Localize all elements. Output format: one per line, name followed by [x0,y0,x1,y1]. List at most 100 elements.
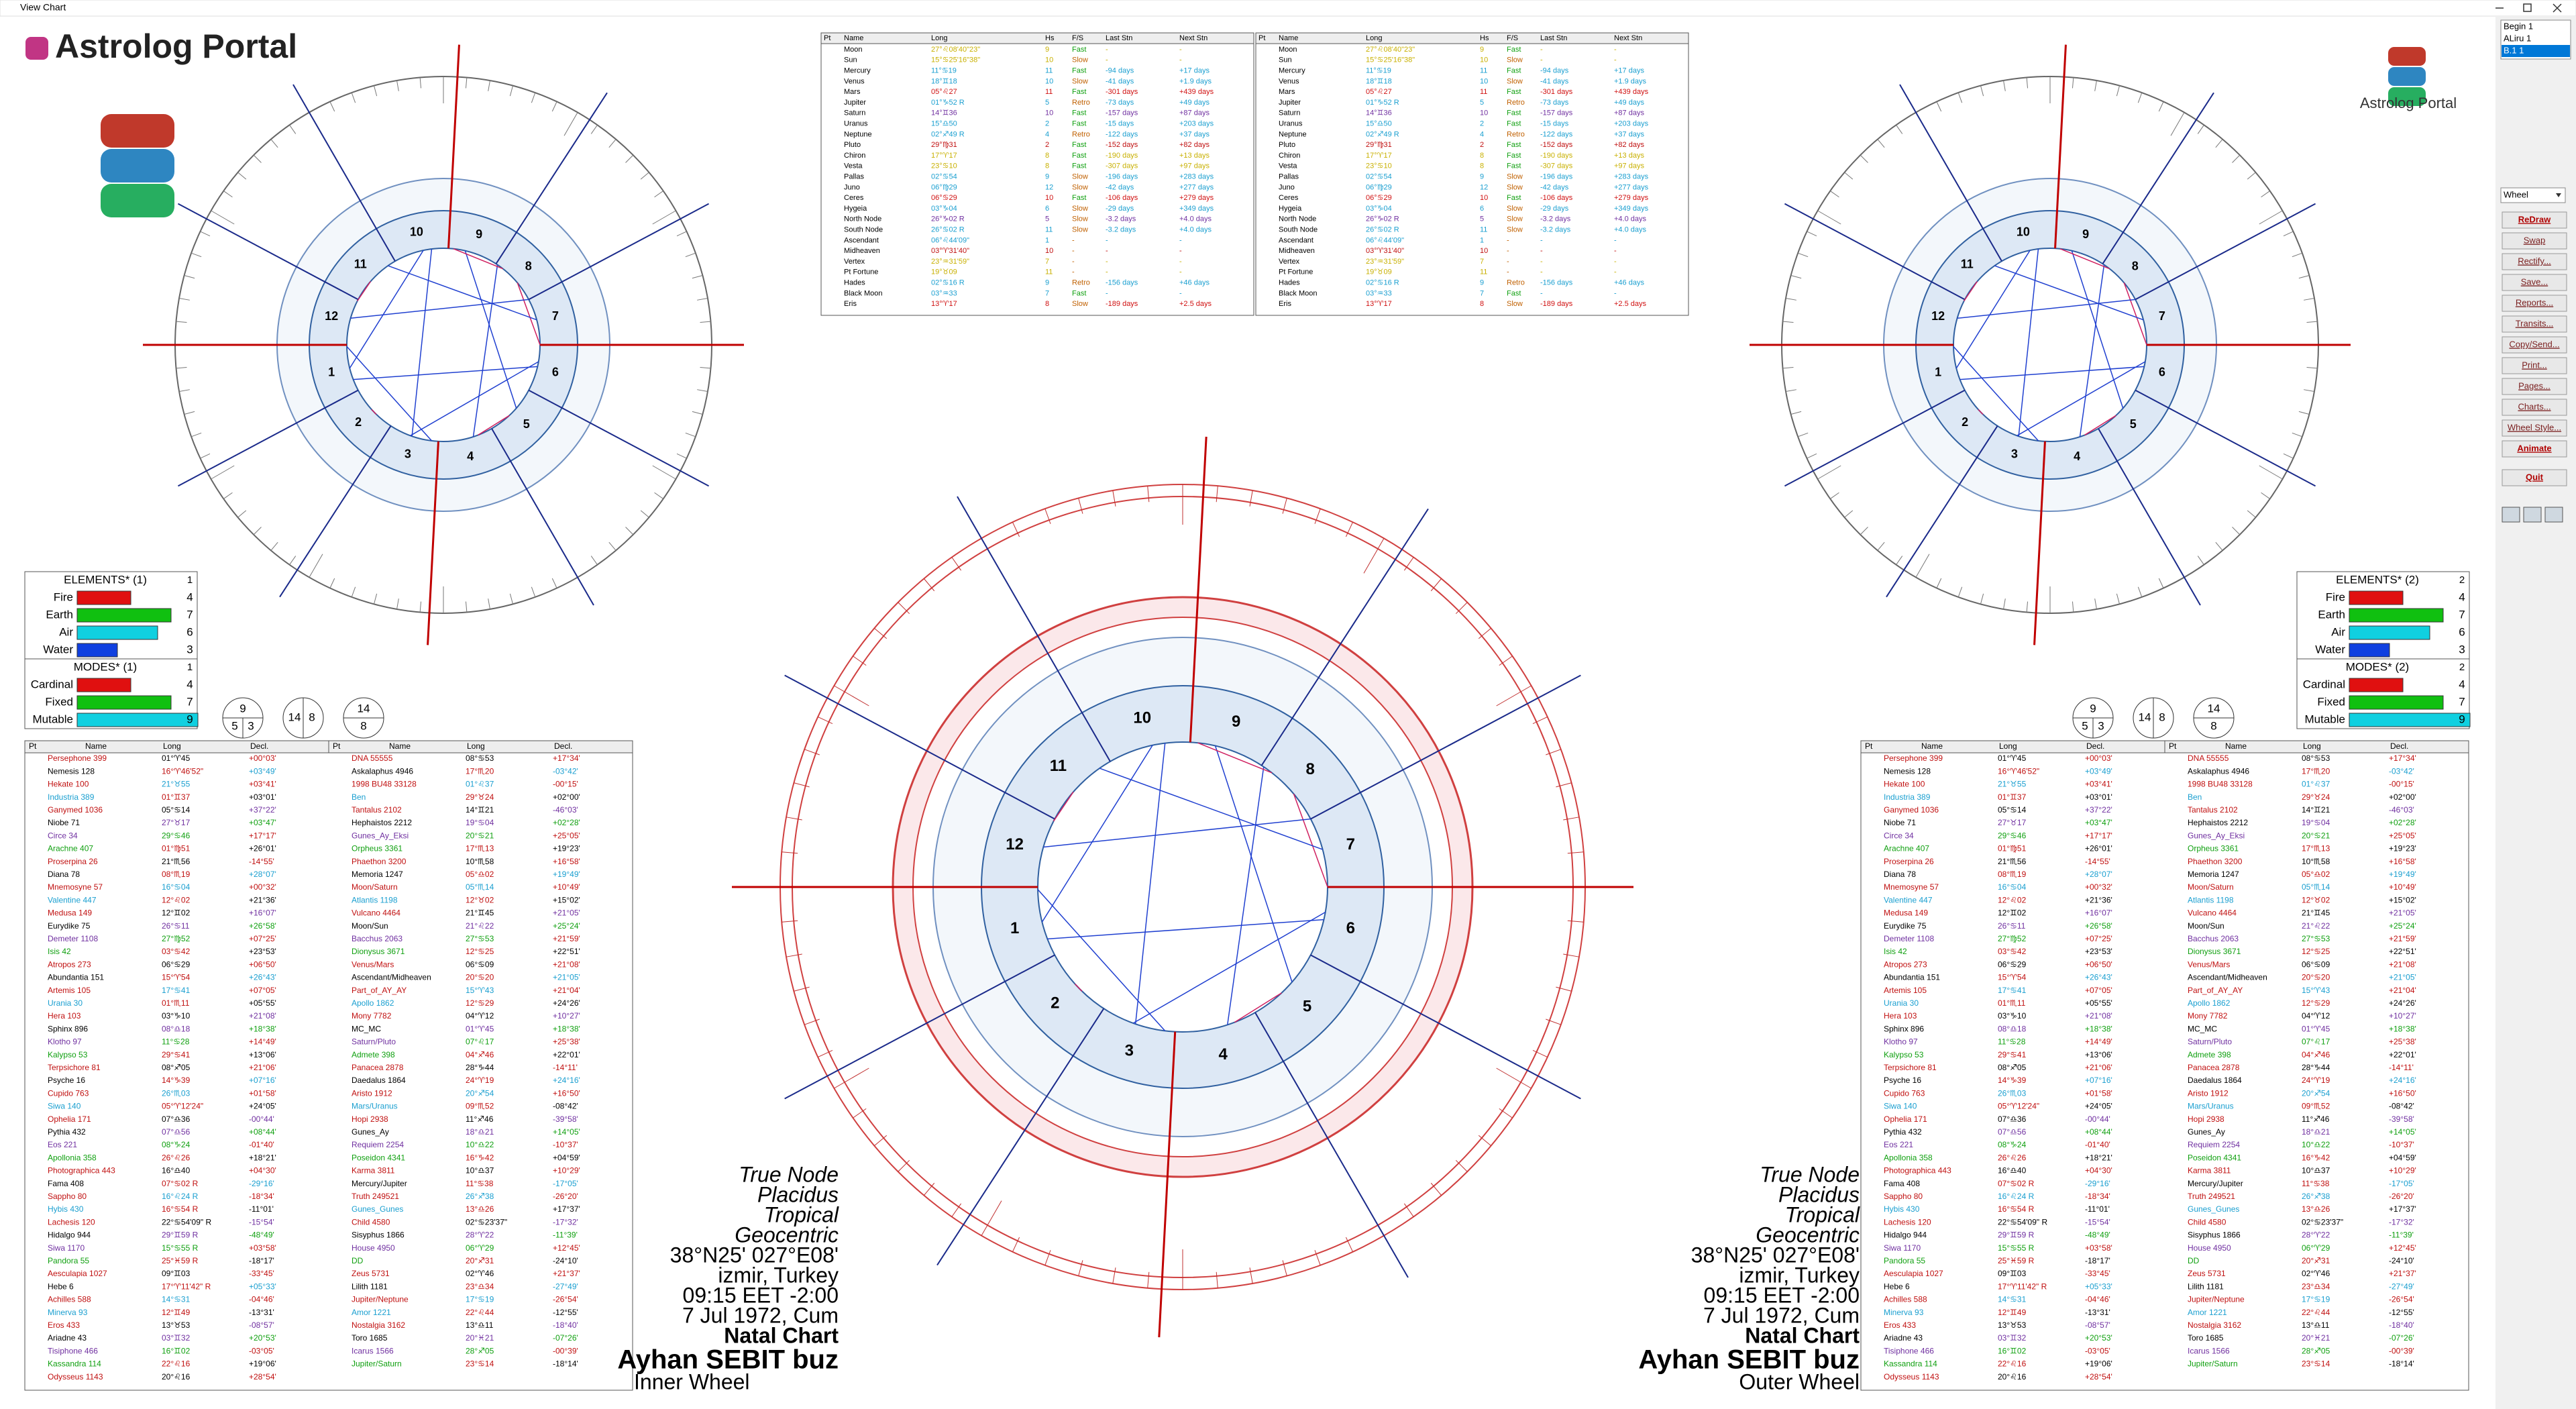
table-cell: Terpsichore 81 [1884,1063,1937,1072]
button-label[interactable]: Charts... [2518,401,2551,411]
aspect-line [410,361,539,436]
list-item[interactable]: Begin 1 [2504,21,2533,31]
table-cell: 08°♐05 [162,1063,191,1072]
dropdown-arrow[interactable] [2556,193,2561,197]
button[interactable] [2502,440,2567,458]
zodiac-tick [853,1108,867,1118]
toolbar-icon[interactable] [2502,507,2520,523]
table-cell: +02°28' [553,818,580,827]
button-label[interactable]: ReDraw [2518,214,2551,224]
circle-value: 8 [2210,719,2216,732]
table-cell: Isis 42 [48,947,71,956]
table-cell: 10 [1480,56,1488,64]
house-number: 12 [1006,835,1024,853]
table-cell: +14°05' [553,1127,580,1137]
table-cell: 29°♍31 [1366,141,1392,149]
wheel-dropdown[interactable] [2500,187,2566,203]
window-controls[interactable] [2496,3,2562,13]
house-number: 6 [1346,919,1355,937]
dropdown-label[interactable]: Wheel [2504,189,2528,199]
zodiac-tick [2304,298,2315,301]
button[interactable] [2502,419,2567,437]
table-cell: 07°♎36 [162,1114,191,1124]
table-cell: Mercury/Jupiter [2188,1179,2243,1188]
button-label[interactable]: Wheel Style... [2508,422,2561,432]
zodiac-tick [981,1200,1002,1236]
button-label[interactable]: Print... [2522,360,2547,370]
toolbar-icon[interactable] [2523,507,2542,523]
button[interactable] [2502,211,2567,229]
button-label[interactable]: Pages... [2518,380,2551,390]
button[interactable] [2502,399,2567,416]
zodiac-tick [1860,527,1868,535]
table-cell: 23°♋10 [931,162,957,170]
table-cell: Panacea 2878 [2188,1063,2240,1072]
zodiac-tick [2304,389,2315,392]
table-cell: Eurydike 75 [48,921,91,931]
table-cell: Hidalgo 944 [1884,1231,1927,1240]
button-label[interactable]: Rectify... [2518,256,2551,266]
zodiac-tick [184,274,195,279]
table-cell: +00°03' [2085,753,2112,763]
box-tag: 2 [2459,662,2465,673]
table-cell: +2.5 days [1179,300,1212,308]
table-cell: Pallas [1279,173,1299,181]
close[interactable] [2553,3,2562,13]
table-cell: Cupido 763 [1884,1088,1925,1098]
zodiac-tick [1782,366,1794,369]
house-number: 1 [1010,919,1019,937]
circle-value: 3 [2098,719,2104,732]
table-cell: 20°♓21 [2302,1333,2330,1343]
table-cell: 21°♊45 [2302,908,2330,918]
table-cell: Saturn/Pluto [2188,1037,2232,1047]
table-cell: +349 days [1179,205,1214,213]
list-item[interactable]: ALiru 1 [2504,33,2531,43]
table-cell: 04°♐46 [466,1050,494,1059]
column-header: Long [467,741,485,751]
table-cell: +28°54' [249,1372,276,1381]
house-number: 5 [1303,998,1311,1016]
column-header: Long [163,741,181,751]
button-label[interactable]: Swap [2524,235,2546,245]
info-line: Ayhan SEBIT buz [1638,1345,1860,1375]
button-label[interactable]: Quit [2526,472,2544,482]
table-cell: Daedalus 1864 [2188,1076,2242,1085]
list-item[interactable]: B.1 1 [2504,45,2524,55]
button[interactable] [2502,315,2567,333]
info-line: 09:15 EET -2:00 [683,1283,839,1307]
button[interactable] [2502,378,2567,395]
zodiac-tick [1363,538,1385,574]
button-label[interactable]: Animate [2517,443,2551,453]
table-cell: Achilles 588 [1884,1295,1927,1304]
button-label[interactable]: Reports... [2516,297,2553,307]
table-cell: 23°♋14 [466,1359,494,1369]
maximize[interactable] [2523,3,2532,12]
table-cell: +283 days [1614,173,1649,181]
button[interactable] [2502,274,2567,291]
button-label[interactable]: Save... [2521,276,2548,286]
table-cell: -03°05' [249,1346,274,1355]
table-cell: 21°♉55 [1998,780,2027,789]
stat-bar [76,625,158,640]
table-cell: Hera 103 [1884,1011,1917,1021]
button-label[interactable]: Transits... [2516,318,2554,328]
button[interactable] [2502,232,2567,250]
button[interactable] [2502,295,2567,312]
table-cell: 23°♋10 [1366,162,1392,170]
button[interactable] [2502,253,2567,270]
table-cell: Fast [1507,152,1521,160]
button[interactable] [2502,336,2567,354]
button[interactable] [2502,357,2567,374]
zodiac-tick [191,252,202,258]
zodiac-tick [1112,1267,1116,1284]
table-cell: 19°♋04 [466,818,494,827]
table-cell: - [1614,268,1617,276]
zodiac-tick [488,598,490,610]
house-number: 9 [1232,713,1240,731]
button[interactable] [2502,469,2567,486]
toolbar-icon[interactable] [2544,507,2563,523]
table-cell: -48°49' [2085,1231,2110,1240]
table-cell: +12°45' [553,1243,580,1253]
button-label[interactable]: Copy/Send... [2509,339,2559,349]
table-cell: 21°♊45 [466,908,494,918]
